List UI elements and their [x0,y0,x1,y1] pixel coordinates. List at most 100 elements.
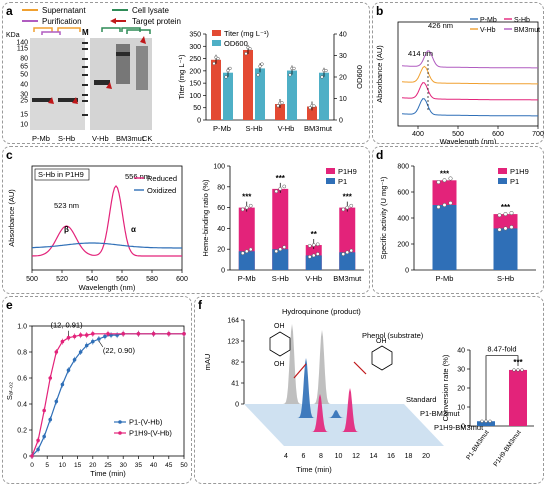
conversion-bar [509,369,527,426]
x-tick-label: 400 [412,131,424,138]
x-axis-title: Time (min) [296,465,332,474]
annotation-leader [98,340,104,348]
data-point [324,68,328,73]
significance-label: *** [343,193,353,202]
x-tick-label: 12 [352,453,360,460]
x-tick-label: 500 [26,276,38,283]
x-tick-label: V-Hb [278,124,295,133]
data-point [512,368,516,372]
y-tick-label: 40 [457,348,465,355]
y-tick-label: 100 [189,93,201,100]
legend-label: BM3mut [514,27,540,34]
annotation-426nm: 426 nm [428,21,453,30]
x-tick-label: 500 [452,131,464,138]
data-point [488,419,492,423]
y-tick-label: 20 [217,247,225,254]
legend-label: P1H9-(V-Hb) [129,429,172,438]
x-tick-label: 700 [532,131,544,138]
reduced-oxidized-spectra: Absorbance (AU) Wavelength (nm) 500 520 540 5… [7,165,188,292]
titer-bar-chart: 0 50 100 150 200 250 300 350 0 10 20 30 40 Titer (mg … [177,29,364,133]
data-point [345,205,350,210]
y-tick-label: 0 [235,402,239,409]
data-point [167,332,171,336]
y-tick-label: 0 [197,118,201,125]
data-point [54,399,59,404]
lane-label-shb: S-Hb [58,134,75,143]
reduced-line [31,185,182,257]
data-point [66,335,71,340]
annotation-22: (22, 0.90) [103,346,136,355]
data-point [349,248,354,253]
data-point [436,204,441,210]
annotation-phenol: Phenol (substrate) [362,331,424,340]
kda-tick-label: 140 [16,40,28,47]
kda-tick-label: 30 [20,92,28,99]
data-point [103,334,107,339]
x-tick-label: 45 [165,462,173,469]
x-tick-label: S-Hb [272,274,289,283]
annotation-414nm: 414 nm [408,49,433,58]
data-point [315,252,320,256]
y-tick-label: 0.4 [17,402,27,409]
gel-legend: Supernatant Purification Cell lysate Tar… [22,6,181,26]
panel-label-d: d [376,148,383,162]
data-point [244,205,249,210]
panel-a [2,2,370,144]
data-point [248,247,253,252]
panel-c-svg: c Absorbance (AU) Wavelength (nm) 500 520 54… [6,148,364,292]
data-point [497,227,502,232]
data-point [60,382,65,387]
data-point [72,358,77,362]
od-bar [223,72,233,120]
kda-tick-label: 25 [20,98,28,105]
x-tick-label: 580 [146,276,158,283]
legend-swatch-p1h9 [498,168,507,174]
y-tick-label: 0.6 [17,376,27,383]
panel-e [2,296,192,484]
x-tick-label: 20 [89,462,97,469]
p1-bar [238,251,255,270]
kda-tick-label: 50 [20,72,28,79]
y-axis-title: Absorbance (AU) [375,45,384,103]
data-point [280,101,284,105]
x-tick-label: P1-BM3mut [465,429,491,461]
annotation-523nm: 523 nm [54,201,79,210]
x-tick-label: 35 [135,462,143,469]
y-tick-label: 0 [461,424,465,431]
y-tick-label: 20 [457,386,465,393]
significance-label: *** [242,193,252,202]
titer-bar [243,49,253,120]
data-point [78,333,83,337]
x-tick-label: 600 [492,131,504,138]
lane-label-vhb: V-Hb [92,134,109,143]
phenol-structure [371,345,393,371]
panel-f-svg: f 04182123164mAUStandardP1-BM3mutP1H9-BM… [198,298,534,474]
y-axis-title: OD600 [355,65,364,89]
p1-bar [305,255,322,270]
legend-swatch-p1 [498,178,507,184]
data-point [274,249,279,254]
panel-d [372,146,544,294]
data-point [256,73,260,77]
heme-binding-bar-chart: 0 20 40 60 80 100 Heme-binding ratio (%) *** P-M… [201,164,364,283]
y-tick-label: 0.8 [17,350,27,357]
data-point [84,343,89,348]
x-tick-label: 50 [180,462,188,469]
data-point [315,242,320,247]
data-point [288,73,292,77]
data-point [292,66,296,71]
oh-label: OH [376,338,387,345]
x-tick-label: P-Mb [436,274,454,283]
y-tick-label: 1.0 [17,324,27,331]
data-point [320,75,324,79]
y-tick-label: 0 [339,118,343,125]
lane-label-bm3: BM3mut [116,134,145,143]
comparison-bracket [485,355,519,420]
data-point [42,434,46,439]
conversion-bar [477,421,495,426]
legend-label-p1h9: P1H9 [338,167,357,176]
kda-tick-label: 40 [20,82,28,89]
panel-c [2,146,370,294]
x-tick-label: 20 [422,453,430,460]
data-point [48,376,53,380]
